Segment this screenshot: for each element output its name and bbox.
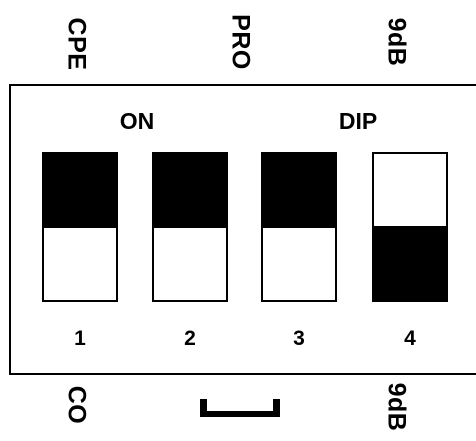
switch-divider [154, 226, 226, 228]
bottom-label-9db: 9dB [382, 382, 411, 432]
switch-divider [374, 226, 446, 228]
dip-switch-panel [9, 84, 476, 375]
switch-number-4: 4 [404, 327, 416, 350]
top-label-pro: PRO [226, 14, 255, 70]
bracket-symbol [200, 399, 280, 417]
top-label-9db: 9dB [382, 17, 411, 67]
switch-number-1: 1 [74, 327, 86, 350]
switch-knob [374, 227, 446, 300]
switch-number-3: 3 [293, 327, 305, 350]
dip-switch-2[interactable] [152, 152, 228, 302]
dip-switch-3[interactable] [261, 152, 337, 302]
switch-knob [44, 154, 116, 227]
bottom-label-co: CO [62, 385, 91, 425]
switch-knob [263, 154, 335, 227]
switch-number-2: 2 [184, 327, 196, 350]
dip-switch-4[interactable] [372, 152, 448, 302]
top-label-cpe: CPE [62, 17, 91, 71]
dip-label: DIP [338, 108, 378, 134]
dip-switch-1[interactable] [42, 152, 118, 302]
switch-knob [154, 154, 226, 227]
switch-divider [44, 226, 116, 228]
on-label: ON [119, 108, 155, 134]
switch-divider [263, 226, 335, 228]
